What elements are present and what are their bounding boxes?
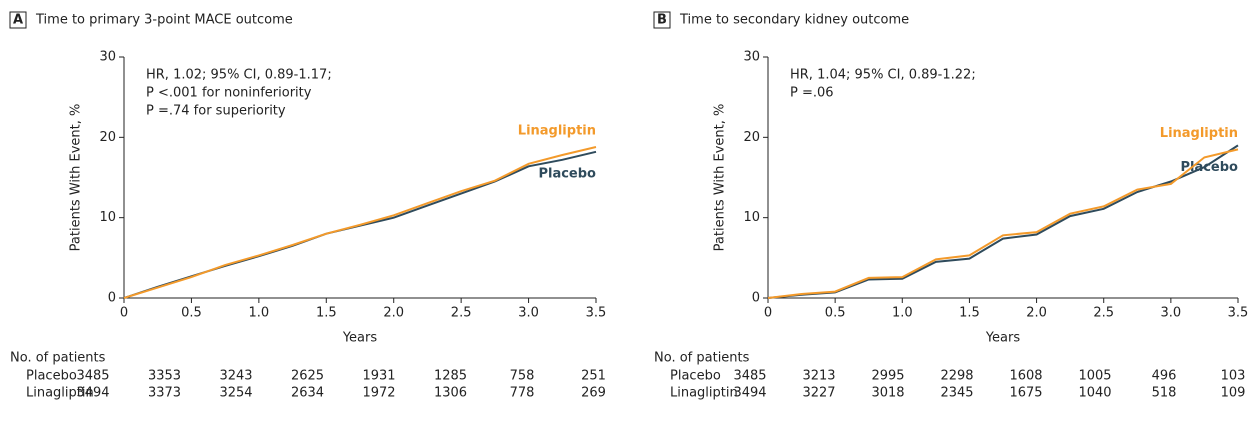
panel-label: A [13, 13, 23, 28]
risk-row-name: Placebo [26, 369, 77, 384]
x-tick-label: 0.5 [825, 306, 846, 321]
x-tick-label: 2.5 [1093, 306, 1114, 321]
risk-value: 3494 [76, 386, 109, 401]
risk-row-name: Linagliptin [670, 386, 738, 401]
risk-value: 518 [1152, 386, 1177, 401]
risk-value: 3018 [871, 386, 904, 401]
y-axis-label: Patients With Event, % [69, 104, 84, 252]
x-tick-label: 1.5 [316, 306, 337, 321]
km-curve [767, 144, 1239, 299]
y-tick-label: 20 [743, 130, 760, 145]
risk-value: 103 [1221, 369, 1246, 384]
risk-value: 3373 [148, 386, 181, 401]
km-curve [123, 146, 597, 299]
risk-value: 496 [1152, 369, 1177, 384]
risk-value: 3485 [76, 369, 109, 384]
risk-value: 3213 [802, 369, 835, 384]
km-curve [767, 148, 1239, 299]
annotation: P <.001 for noninferiority [146, 86, 312, 101]
x-tick-label: 2.5 [451, 306, 472, 321]
x-tick-label: 3.0 [518, 306, 539, 321]
annotation: HR, 1.02; 95% CI, 0.89-1.17; [146, 68, 332, 83]
x-tick-label: 0 [120, 306, 128, 321]
x-tick-label: 1.5 [959, 306, 980, 321]
risk-value: 1972 [362, 386, 395, 401]
x-tick-label: 3.0 [1161, 306, 1182, 321]
annotation: P =.06 [790, 86, 834, 101]
risk-value: 1005 [1078, 369, 1111, 384]
risk-value: 109 [1221, 386, 1246, 401]
y-tick-label: 10 [743, 210, 760, 225]
risk-value: 269 [581, 386, 606, 401]
risk-value: 2298 [940, 369, 973, 384]
series-label: Placebo [1180, 160, 1238, 175]
panel-label: B [657, 13, 667, 28]
risk-value: 1675 [1009, 386, 1042, 401]
y-tick-label: 20 [99, 130, 116, 145]
annotation: HR, 1.04; 95% CI, 0.89-1.22; [790, 68, 976, 83]
risk-value: 3353 [148, 369, 181, 384]
panel-box [9, 11, 27, 29]
y-tick-label: 0 [752, 291, 760, 306]
x-tick-label: 2.0 [1026, 306, 1047, 321]
risk-value: 1040 [1078, 386, 1111, 401]
y-tick-label: 10 [99, 210, 116, 225]
y-axis-label: Patients With Event, % [713, 104, 728, 252]
risk-value: 2625 [291, 369, 324, 384]
x-tick-label: 3.5 [586, 306, 607, 321]
annotation: P =.74 for superiority [146, 104, 286, 119]
x-tick-label: 0 [764, 306, 772, 321]
risk-table-title: No. of patients [10, 351, 106, 366]
panel-box [653, 11, 671, 29]
x-tick-label: 1.0 [249, 306, 270, 321]
y-tick-label: 30 [99, 50, 116, 65]
risk-value: 1285 [434, 369, 467, 384]
series-label: Linagliptin [1160, 126, 1238, 141]
x-axis-label: Years [342, 331, 378, 346]
risk-value: 1608 [1009, 369, 1042, 384]
x-tick-label: 0.5 [181, 306, 202, 321]
risk-table-title: No. of patients [654, 351, 750, 366]
risk-row-name: Linagliptin [26, 386, 94, 401]
chart-title: Time to secondary kidney outcome [679, 13, 909, 28]
series-label: Linagliptin [518, 123, 596, 138]
risk-value: 3494 [733, 386, 766, 401]
x-axis-label: Years [985, 331, 1021, 346]
risk-value: 3227 [802, 386, 835, 401]
risk-value: 3254 [219, 386, 252, 401]
risk-value: 778 [510, 386, 535, 401]
y-tick-label: 0 [108, 291, 116, 306]
risk-value: 1306 [434, 386, 467, 401]
risk-value: 2634 [291, 386, 324, 401]
x-tick-label: 3.5 [1228, 306, 1249, 321]
chart-title: Time to primary 3-point MACE outcome [35, 13, 293, 28]
risk-value: 2995 [871, 369, 904, 384]
risk-row-name: Placebo [670, 369, 721, 384]
risk-value: 251 [581, 369, 606, 384]
x-tick-label: 1.0 [892, 306, 913, 321]
series-label: Placebo [538, 166, 596, 181]
y-tick-label: 30 [743, 50, 760, 65]
risk-value: 2345 [940, 386, 973, 401]
risk-value: 3243 [219, 369, 252, 384]
x-tick-label: 2.0 [383, 306, 404, 321]
risk-value: 758 [510, 369, 535, 384]
risk-value: 1931 [362, 369, 395, 384]
risk-value: 3485 [733, 369, 766, 384]
